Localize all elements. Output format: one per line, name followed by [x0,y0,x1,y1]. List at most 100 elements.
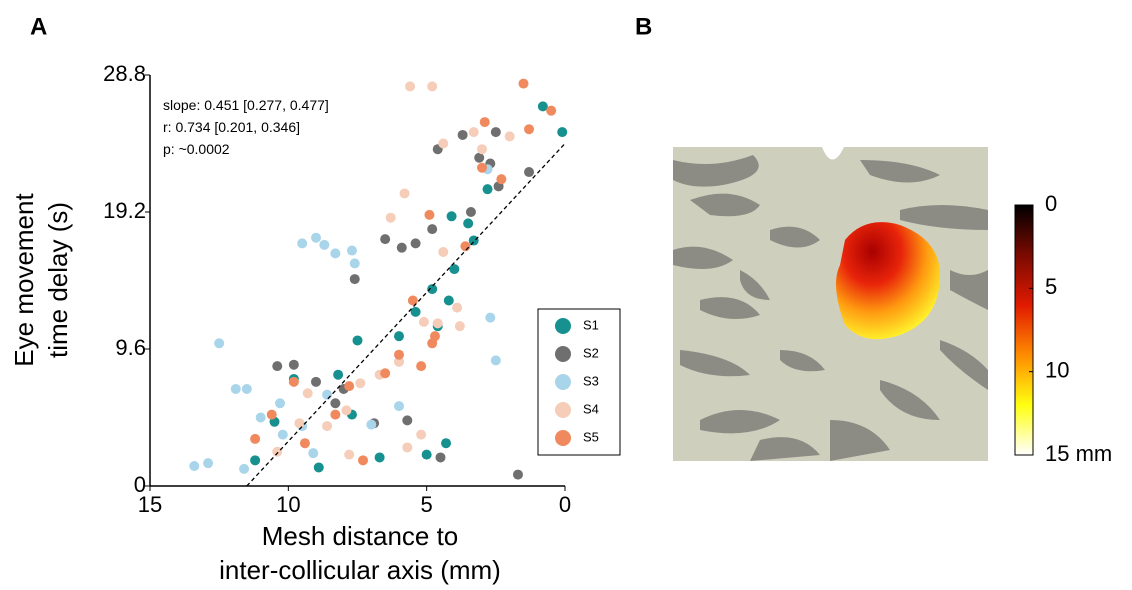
scatter-point [410,238,421,249]
scatter-point [308,448,319,459]
scatter-point [474,152,485,163]
scatter-point [427,284,438,295]
scatter-point [416,361,427,372]
scatter-point [424,209,435,220]
y-axis-label: Eye movement [9,193,39,367]
x-tick-label: 15 [138,492,162,517]
scatter-point [272,446,283,457]
y-tick-label: 0 [134,472,146,497]
annotation: p: ~0.0002 [163,141,230,157]
scatter-point [275,398,286,409]
scatter-point [319,239,330,250]
scatter-point [454,321,465,332]
scatter-point [288,359,299,370]
scatter-point [402,442,413,453]
scatter-point [349,258,360,269]
scatter-point [524,167,535,178]
legend-label: S5 [583,429,599,444]
legend-marker [555,430,571,446]
scatter-point [341,405,352,416]
panel-label: B [635,13,652,40]
scatter-point [468,127,479,138]
legend-marker [555,402,571,418]
legend-marker [555,374,571,390]
legend-label: S4 [583,401,599,416]
scatter-point [297,238,308,249]
legend-label: S1 [583,317,599,332]
scatter-point [355,378,366,389]
scatter-point [294,418,305,429]
scatter-point [441,438,452,449]
scatter-point [410,306,421,317]
scatter-point [352,335,363,346]
scatter-point [380,234,391,245]
scatter-point [427,338,438,349]
scatter-point [394,349,404,360]
scatter-point [449,264,460,275]
colorbar-tick-label: 5 [1045,274,1057,299]
scatter-point [203,458,214,469]
scatter-point [416,429,427,440]
y-axis-label: time delay (s) [43,202,73,358]
x-axis-label: inter-collicular axis (mm) [219,555,501,585]
scatter-point [299,438,310,449]
scatter-point [394,331,404,342]
x-tick-label: 10 [276,492,300,517]
scatter-point [546,105,557,116]
scatter-point [250,455,261,466]
scatter-point [349,274,360,285]
scatter-point [277,429,288,440]
scatter-point [490,355,501,366]
scatter-point [460,241,471,252]
panel-label: A [30,13,47,40]
brain-surface [673,147,988,461]
scatter-point [266,409,277,420]
scatter-point [374,452,385,463]
scatter-point [443,295,454,306]
scatter-point [302,388,313,399]
legend-marker [555,318,571,334]
colorbar-tick-label: 10 [1045,357,1069,382]
scatter-point [346,245,357,256]
legend-box [537,308,621,456]
scatter-point [288,376,299,387]
scatter-point [322,421,333,432]
scatter-point [366,419,377,430]
scatter-point [518,78,529,89]
scatter-point [477,162,487,173]
x-axis-label: Mesh distance to [262,521,459,551]
x-tick-label: 0 [559,492,571,517]
annotation: r: 0.734 [0.201, 0.346] [163,119,300,135]
scatter-point [333,369,344,380]
scatter-point [557,127,568,138]
scatter-point [250,433,261,444]
scatter-point [241,383,252,394]
scatter-point [512,469,523,480]
scatter-point [418,316,429,327]
scatter-point [358,455,369,466]
scatter-point [485,312,496,323]
scatter-point [330,398,341,409]
scatter-point [380,368,391,379]
colorbar [1014,204,1034,456]
scatter-point [405,81,416,92]
scatter-point [313,462,324,473]
scatter-point [427,224,438,235]
fit-line [246,143,566,487]
annotation: slope: 0.451 [0.277, 0.477] [163,97,329,113]
scatter-point [468,235,479,246]
legend-label: S3 [583,373,599,388]
scatter-point [524,124,535,135]
scatter-point [344,449,355,460]
scatter-point [394,356,404,367]
scatter-point [407,295,418,306]
scatter-point [496,174,507,185]
scatter-point [457,129,468,140]
scatter-point [385,212,396,223]
scatter-point [189,461,200,472]
scatter-point [214,338,225,349]
scatter-point [446,211,457,222]
scatter-point [438,246,449,257]
scatter-point [421,449,432,460]
